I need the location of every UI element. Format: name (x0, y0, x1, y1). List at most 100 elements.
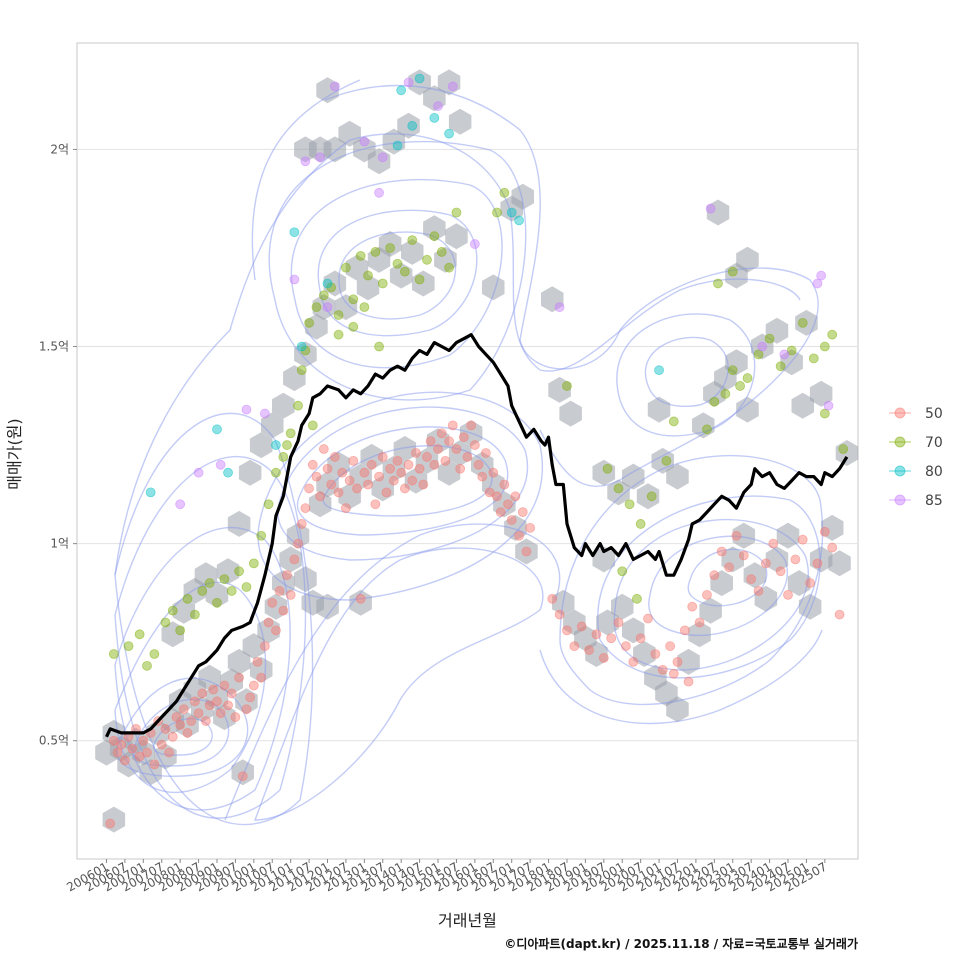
scatter-point-85 (757, 341, 768, 352)
scatter-point-85 (433, 101, 443, 111)
scatter-point-50 (462, 452, 473, 462)
scatter-point-70 (285, 428, 296, 439)
hexbin-cell (283, 365, 306, 392)
hexbin-cell (471, 451, 494, 478)
scatter-point-50 (355, 593, 366, 604)
scatter-point-70 (108, 649, 119, 659)
scatter-point-70 (271, 467, 281, 478)
hexbin-cell (798, 593, 822, 620)
legend-label: 85 (925, 493, 943, 509)
scatter-point-50 (819, 526, 830, 537)
scatter-point-70 (226, 586, 237, 596)
scatter-point-50 (138, 735, 149, 746)
hexbin-cell (213, 704, 236, 731)
scatter-point-70 (635, 519, 646, 529)
scatter-point-80 (289, 227, 300, 238)
hexbin-cell (585, 641, 608, 667)
scatter-point-50 (444, 436, 454, 447)
hexbin-cell (515, 538, 538, 565)
scatter-point-50 (252, 656, 263, 667)
hexbin-cell (242, 633, 266, 660)
hexbin-cell (389, 262, 413, 289)
scatter-point-50 (790, 554, 801, 565)
scatter-point-50 (643, 613, 653, 624)
x-axis-title: 거래년월 (438, 911, 497, 930)
scatter-point-80 (223, 467, 233, 478)
density-contour (251, 79, 361, 281)
scatter-point-50 (492, 491, 502, 502)
hexbin-cell (194, 562, 218, 589)
scatter-point-70 (613, 483, 624, 494)
hexbin-cell (378, 231, 402, 257)
scatter-point-70 (256, 530, 267, 541)
scatter-point-50 (160, 724, 171, 734)
scatter-point-50 (547, 593, 558, 604)
scatter-point-50 (304, 483, 314, 494)
scatter-point-50 (488, 467, 499, 478)
scatter-point-70 (348, 321, 359, 332)
scatter-point-85 (823, 400, 834, 411)
scatter-point-50 (377, 452, 388, 462)
scatter-point-85 (359, 136, 370, 147)
gridlines (77, 148, 858, 742)
scatter-point-70 (422, 254, 432, 265)
hexbin-cell (706, 199, 730, 226)
scatter-point-70 (702, 424, 712, 435)
scatter-point-50 (263, 617, 274, 628)
scatter-point-50 (433, 444, 443, 454)
scatter-point-50 (271, 625, 281, 636)
scatter-point-50 (440, 455, 451, 466)
scatter-point-50 (307, 459, 318, 470)
scatter-point-50 (234, 672, 244, 683)
scatter-point-70 (709, 396, 720, 407)
trend-line (105, 333, 849, 738)
scatter-point-85 (377, 152, 388, 163)
scatter-point-50 (388, 475, 399, 486)
density-contour (290, 178, 503, 369)
scatter-point-50 (178, 704, 189, 715)
scatter-point-70 (219, 574, 230, 585)
y-tick-label: 1억 (50, 537, 69, 551)
scatter-point-50 (337, 467, 348, 478)
scatter-point-70 (492, 207, 502, 218)
hexbin-cell (349, 589, 372, 616)
scatter-point-50 (731, 530, 742, 541)
scatter-point-70 (278, 452, 289, 462)
scatter-point-50 (473, 459, 484, 470)
scatter-point-70 (348, 294, 359, 305)
density-contour (253, 547, 544, 821)
scatter-point-50 (396, 467, 407, 478)
scatter-point-70 (307, 420, 318, 431)
scatter-point-50 (333, 487, 344, 498)
hexbin-cell (592, 459, 616, 486)
scatter-point-70 (123, 641, 134, 652)
scatter-point-80 (271, 440, 281, 450)
scatter-point-50 (344, 475, 355, 486)
scatter-point-70 (234, 566, 244, 577)
hexbin-cell (349, 463, 372, 490)
hexbin-cell (102, 806, 126, 833)
scatter-point-80 (444, 128, 454, 139)
hexbin-cell (356, 274, 380, 301)
scatter-point-70 (197, 586, 208, 596)
hexbin-cell (412, 270, 435, 297)
scatter-point-85 (812, 278, 823, 289)
scatter-point-85 (374, 187, 384, 198)
scatter-point-50 (193, 708, 204, 719)
scatter-point-50 (219, 680, 230, 691)
hexbin-cell (482, 274, 505, 301)
scatter-point-50 (724, 562, 734, 573)
scatter-point-50 (422, 452, 432, 462)
hexbin-cell (382, 128, 406, 155)
hexbin-cell (249, 656, 273, 683)
scatter-point-50 (635, 633, 646, 644)
scatter-point-70 (149, 649, 160, 659)
scatter-point-50 (458, 432, 469, 443)
hexbin-cell (636, 483, 660, 510)
scatter-point-50 (300, 503, 311, 514)
scatter-point-50 (366, 459, 377, 470)
scatter-point-80 (654, 365, 664, 376)
scatter-point-50 (525, 522, 536, 533)
hexbin-cell (216, 558, 240, 585)
scatter-point-50 (212, 696, 222, 707)
